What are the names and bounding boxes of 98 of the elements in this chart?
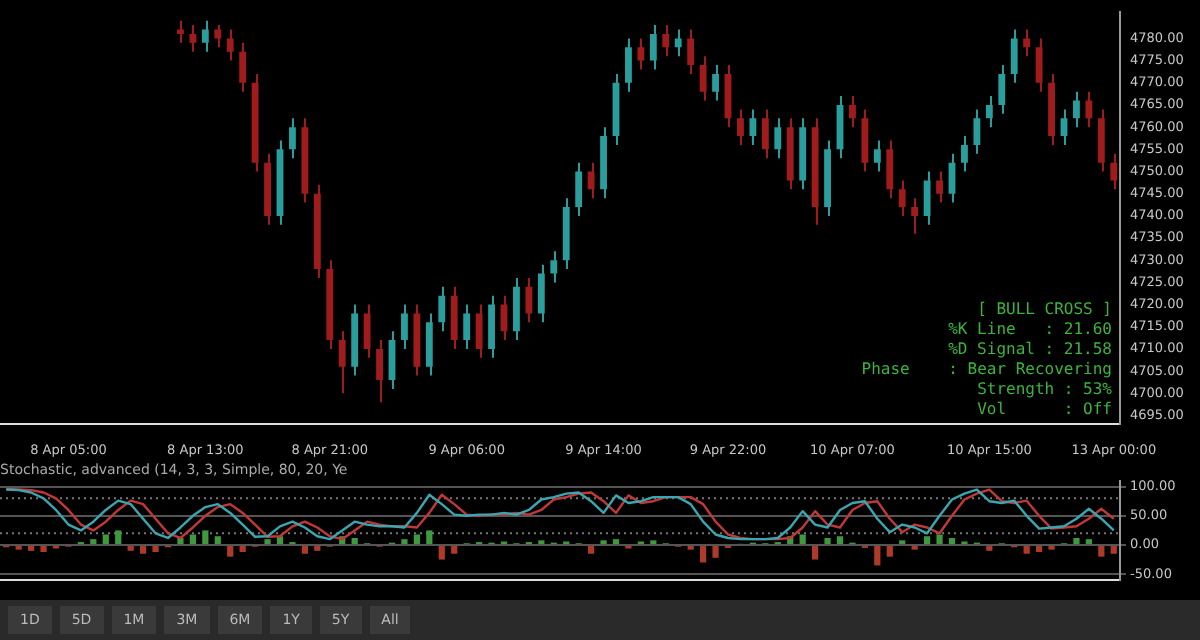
bar	[836, 536, 844, 544]
candlestick	[537, 263, 545, 324]
candlestick	[525, 276, 533, 324]
candlestick	[450, 285, 458, 350]
annotation: Phase : Bear Recovering	[861, 360, 1112, 378]
bar	[936, 534, 943, 544]
bar	[948, 537, 956, 544]
candlestick	[587, 161, 595, 200]
bar	[102, 534, 109, 544]
bar	[588, 545, 595, 554]
bar	[28, 545, 35, 551]
candlestick	[873, 139, 881, 173]
candlestick	[1023, 28, 1031, 58]
bar	[239, 545, 246, 552]
candlestick	[575, 161, 583, 217]
candlestick	[649, 24, 657, 71]
bar	[1073, 537, 1080, 544]
candlestick	[1073, 90, 1080, 129]
candlestick	[687, 28, 695, 75]
candlestick	[226, 28, 234, 62]
candlestick	[488, 294, 495, 359]
candlestick	[239, 41, 247, 93]
candlestick	[475, 303, 483, 359]
annotation: [ BULL CROSS ]	[977, 300, 1112, 318]
bar	[986, 545, 993, 551]
candlestick	[1010, 28, 1018, 84]
candlestick	[662, 24, 670, 58]
candlestick	[761, 108, 769, 160]
bar	[202, 530, 209, 544]
bar	[700, 545, 707, 563]
candlestick	[463, 303, 471, 350]
bar	[214, 536, 221, 544]
candlestick	[849, 95, 856, 129]
bar	[351, 537, 358, 544]
bar	[127, 545, 134, 551]
candlestick	[338, 330, 346, 395]
bar	[177, 537, 184, 544]
bar	[824, 537, 831, 544]
candlestick	[961, 135, 968, 173]
bar	[1110, 545, 1117, 554]
annotation: %K Line : 21.60	[948, 320, 1112, 338]
bar	[152, 545, 159, 552]
bar	[413, 534, 420, 544]
bar	[1036, 545, 1043, 552]
bar	[812, 545, 819, 560]
bar	[314, 545, 321, 551]
candlestick	[513, 276, 520, 342]
candlestick	[985, 95, 993, 129]
annotation: %D Signal : 21.58	[948, 340, 1112, 358]
bar	[301, 545, 308, 554]
bar	[874, 545, 881, 566]
candlestick	[376, 339, 383, 404]
candlestick	[973, 108, 981, 155]
candlestick	[861, 108, 869, 173]
candlestick	[201, 19, 209, 53]
bar	[451, 545, 458, 554]
candlestick	[1110, 152, 1118, 191]
candlestick	[699, 55, 707, 102]
candlestick	[438, 285, 446, 333]
candlestick	[737, 108, 744, 146]
annotation: Vol : Off	[977, 400, 1112, 418]
bar	[886, 545, 893, 557]
candlestick	[289, 117, 296, 160]
bar	[1023, 545, 1030, 554]
bar	[227, 545, 234, 557]
candlestick	[898, 179, 906, 217]
candlestick	[1035, 37, 1043, 93]
bar	[924, 536, 931, 544]
candlestick	[625, 37, 632, 93]
candlestick	[749, 108, 757, 146]
annotation: Strength : 53%	[977, 380, 1112, 398]
bar	[140, 545, 147, 554]
bar	[1098, 545, 1105, 557]
bar	[712, 545, 719, 558]
candlestick	[1097, 108, 1105, 173]
bar	[40, 545, 47, 552]
candlestick	[886, 139, 894, 200]
candlestick	[923, 170, 931, 226]
candlestick	[214, 24, 222, 49]
bar	[189, 534, 196, 544]
candlestick	[1085, 90, 1093, 129]
bar	[799, 534, 806, 544]
candlestick	[911, 197, 919, 235]
bar	[115, 530, 122, 544]
candlestick	[674, 28, 682, 58]
candlestick	[189, 24, 197, 53]
candlestick	[550, 250, 558, 284]
candlestick	[774, 117, 782, 160]
candlestick	[712, 64, 719, 102]
candlestick	[998, 64, 1006, 115]
candlestick	[177, 19, 184, 44]
candlestick	[401, 303, 408, 350]
candlestick	[637, 37, 645, 71]
candlestick	[936, 170, 943, 204]
candlestick	[425, 312, 433, 377]
bar	[426, 530, 433, 544]
candlestick	[363, 303, 371, 359]
bar	[438, 545, 445, 560]
